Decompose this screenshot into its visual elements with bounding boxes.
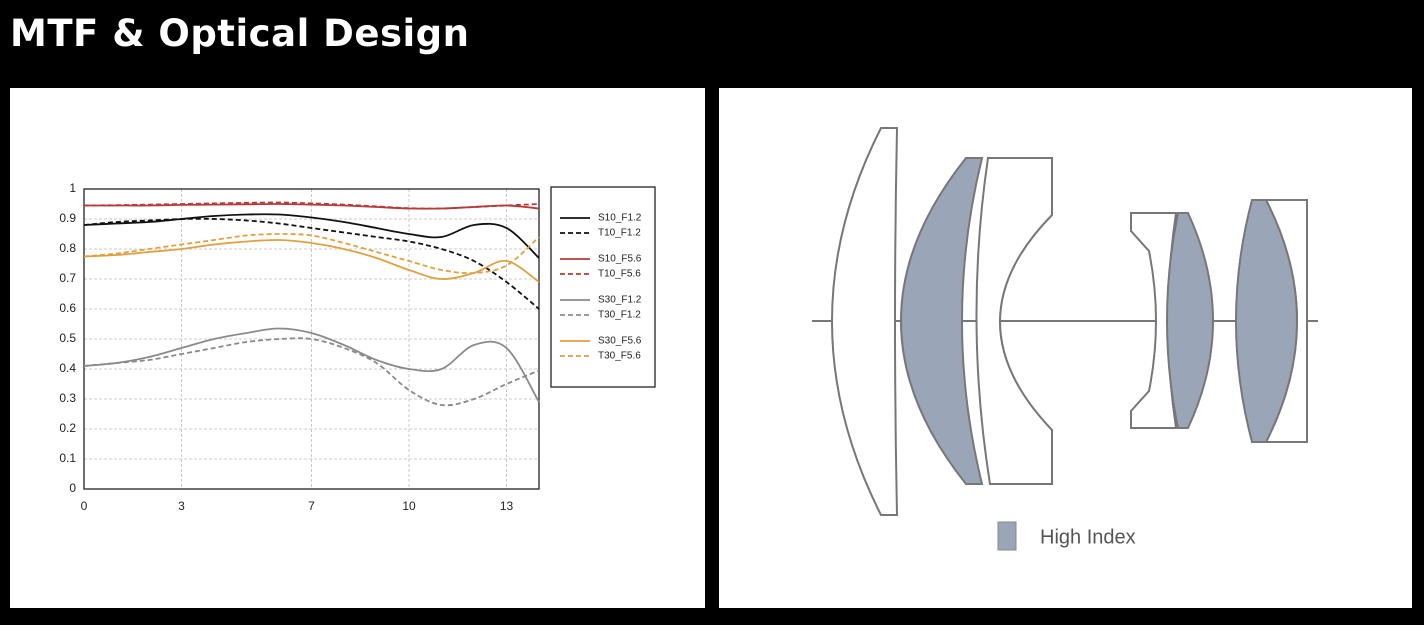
series-line [83,217,540,310]
legend-label: High Index [1040,526,1136,548]
mtf-chart: 00.10.20.30.40.50.60.70.80.910 3 7 10 13S10_… [59,181,656,513]
plot-frame [83,188,540,490]
mtf-panel: 0 0.1 0.2 0.3 0.4 0.5 0.6 0.7 0.8 0.9 1 0 3 7 10 13 S10_… [10,88,705,608]
legend-label: T30_F5.6 [598,351,641,362]
y-tick-label: 0 [69,481,76,495]
y-tick-label: 0.5 [59,331,76,345]
y-tick-label: 0.3 [59,391,76,405]
series-line [83,233,540,275]
lens-high-index [1166,212,1214,429]
y-tick-label: 0.7 [59,271,76,285]
legend-label: S30_F1.2 [598,295,642,306]
legend-swatch [997,521,1017,551]
lens [831,127,899,516]
y-tick-label: 0.2 [59,421,76,435]
series-line [83,337,540,407]
legend-label: S10_F1.2 [598,213,642,224]
page-title: MTF & Optical Design [10,12,470,55]
series-line [83,239,540,283]
lens [975,157,1053,485]
legend-label: T30_F1.2 [598,310,641,321]
x-tick-label: 3 [178,499,185,513]
lens-high-index [1235,199,1298,443]
x-tick-label: 7 [308,499,315,513]
y-tick-label: 0.8 [59,241,76,255]
series-line [83,327,540,403]
legend-label: S30_F5.6 [598,336,642,347]
legend-label: T10_F5.6 [598,269,641,280]
x-tick-label: 10 [402,499,416,513]
series-line [83,213,540,259]
x-tick-label: 13 [500,499,514,513]
legend-label: T10_F1.2 [598,228,641,239]
y-tick-label: 1 [69,181,76,195]
optical-diagram: High Index [812,127,1318,551]
x-tick-label: 0 [81,499,88,513]
y-tick-label: 0.4 [59,361,76,375]
optics-panel: High Index [719,88,1412,608]
y-tick-label: 0.6 [59,301,76,315]
lens-high-index [900,157,984,485]
y-tick-label: 0.1 [59,451,76,465]
legend-label: S10_F5.6 [598,254,642,265]
series-line [83,201,540,210]
legend-box [550,186,656,388]
y-tick-label: 0.9 [59,211,76,225]
